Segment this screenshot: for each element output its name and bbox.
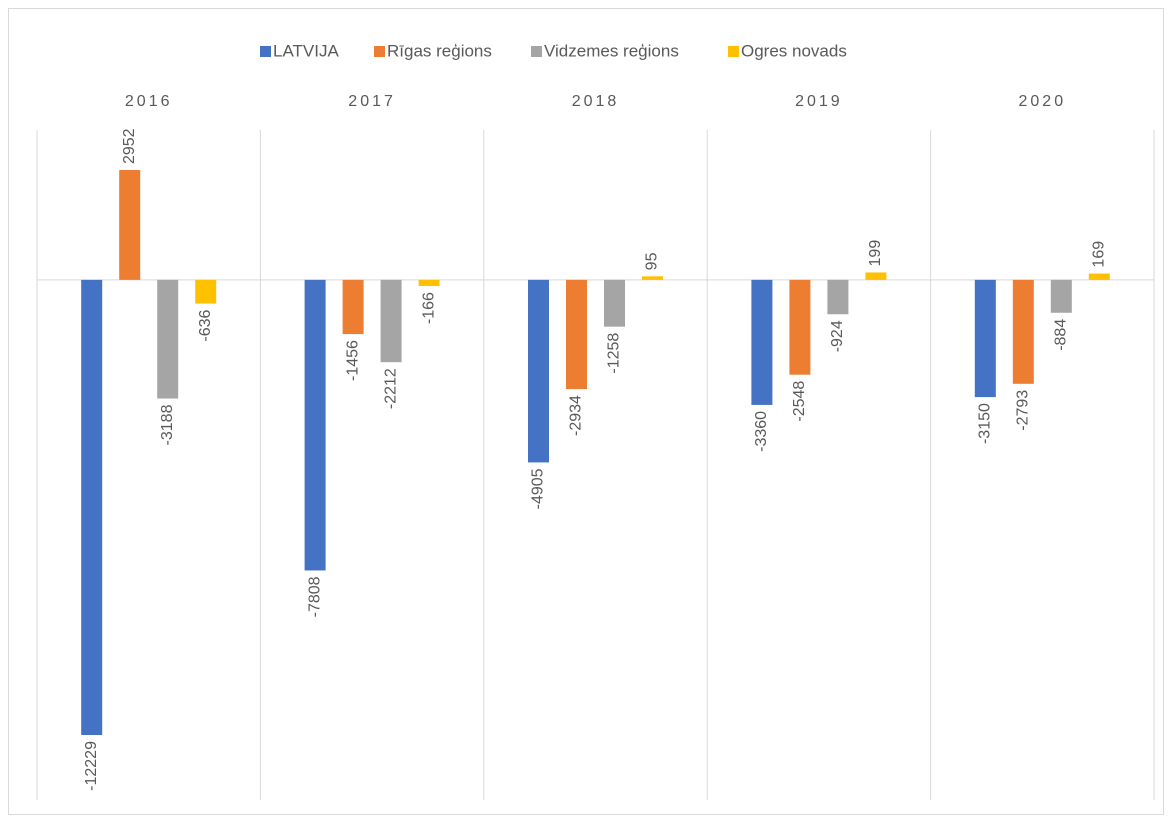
bar xyxy=(81,279,103,735)
data-label: -3150 xyxy=(977,403,994,444)
data-label: -2548 xyxy=(791,381,808,422)
legend-label: Rīgas reģions xyxy=(387,41,492,60)
data-label: -3188 xyxy=(159,404,176,445)
data-label: 169 xyxy=(1091,241,1108,268)
bar xyxy=(1012,279,1034,384)
legend-label: LATVIJA xyxy=(273,41,339,60)
data-label: 199 xyxy=(867,240,884,267)
category-label: 2017 xyxy=(348,93,396,110)
bar xyxy=(827,279,849,315)
data-label: -2212 xyxy=(382,368,399,409)
bar xyxy=(789,279,811,375)
bar xyxy=(642,276,663,280)
bar xyxy=(566,279,587,390)
bar xyxy=(380,279,402,363)
category-label: 2016 xyxy=(125,93,173,110)
bar xyxy=(1050,279,1072,313)
bar xyxy=(304,279,326,571)
bar xyxy=(604,279,625,327)
data-label: -166 xyxy=(420,292,437,324)
legend-label: Ogres novads xyxy=(741,41,847,60)
data-label: -12229 xyxy=(83,741,100,791)
bar xyxy=(865,272,887,280)
legend-swatch xyxy=(374,46,385,57)
data-label: 2952 xyxy=(121,128,138,164)
bar xyxy=(974,279,996,398)
category-label: 2019 xyxy=(795,93,843,110)
bar xyxy=(342,279,364,335)
data-label: -4905 xyxy=(530,468,547,509)
bar xyxy=(195,279,217,304)
bar xyxy=(751,279,773,405)
legend-swatch xyxy=(260,46,271,57)
legend-swatch xyxy=(531,46,542,57)
data-label: -3360 xyxy=(753,411,770,452)
legend-swatch xyxy=(728,46,739,57)
data-label: -1258 xyxy=(606,333,623,374)
bar xyxy=(418,279,440,287)
bar xyxy=(1088,273,1110,280)
data-label: -2934 xyxy=(568,395,585,436)
category-label: 2020 xyxy=(1019,93,1067,110)
data-label: -2793 xyxy=(1015,390,1032,431)
chart-frame xyxy=(8,8,1164,815)
data-label: -884 xyxy=(1053,319,1070,351)
data-label: -1456 xyxy=(344,340,361,381)
bar xyxy=(119,170,141,280)
bar xyxy=(157,279,179,399)
data-label: -636 xyxy=(197,309,214,341)
legend-label: Vidzemes reģions xyxy=(544,41,679,60)
bar xyxy=(528,279,549,463)
data-label: -924 xyxy=(829,320,846,352)
category-label: 2018 xyxy=(572,93,620,110)
data-label: -7808 xyxy=(306,576,323,617)
data-label: 95 xyxy=(644,252,661,270)
